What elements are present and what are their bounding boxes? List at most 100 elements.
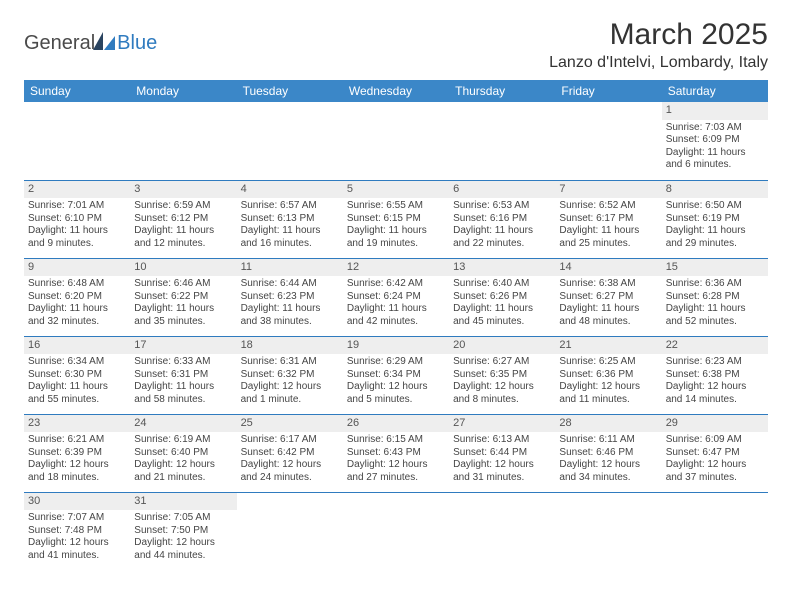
day-number: 10 bbox=[130, 259, 236, 277]
sunrise-text: Sunrise: 6:42 AM bbox=[347, 278, 445, 291]
day-number: 26 bbox=[343, 415, 449, 433]
daylight-text: Daylight: 11 hours and 52 minutes. bbox=[666, 303, 764, 328]
sunset-text: Sunset: 6:44 PM bbox=[453, 447, 551, 460]
sunrise-text: Sunrise: 6:21 AM bbox=[28, 434, 126, 447]
daylight-text: Daylight: 12 hours and 8 minutes. bbox=[453, 381, 551, 406]
sunrise-text: Sunrise: 6:36 AM bbox=[666, 278, 764, 291]
calendar-cell: 22Sunrise: 6:23 AMSunset: 6:38 PMDayligh… bbox=[662, 336, 768, 414]
daylight-text: Daylight: 12 hours and 34 minutes. bbox=[559, 459, 657, 484]
daylight-text: Daylight: 11 hours and 42 minutes. bbox=[347, 303, 445, 328]
daylight-text: Daylight: 11 hours and 48 minutes. bbox=[559, 303, 657, 328]
calendar-week-row: 2Sunrise: 7:01 AMSunset: 6:10 PMDaylight… bbox=[24, 180, 768, 258]
daylight-text: Daylight: 11 hours and 6 minutes. bbox=[666, 147, 764, 172]
calendar-cell: 29Sunrise: 6:09 AMSunset: 6:47 PMDayligh… bbox=[662, 414, 768, 492]
sunset-text: Sunset: 6:28 PM bbox=[666, 291, 764, 304]
day-number: 3 bbox=[130, 181, 236, 199]
calendar-week-row: 16Sunrise: 6:34 AMSunset: 6:30 PMDayligh… bbox=[24, 336, 768, 414]
sunrise-text: Sunrise: 6:33 AM bbox=[134, 356, 232, 369]
day-number: 2 bbox=[24, 181, 130, 199]
daylight-text: Daylight: 11 hours and 22 minutes. bbox=[453, 225, 551, 250]
day-number: 21 bbox=[555, 337, 661, 355]
day-header: Monday bbox=[130, 80, 236, 102]
calendar-table: Sunday Monday Tuesday Wednesday Thursday… bbox=[24, 80, 768, 570]
daylight-text: Daylight: 12 hours and 1 minute. bbox=[241, 381, 339, 406]
sunset-text: Sunset: 6:36 PM bbox=[559, 369, 657, 382]
sunset-text: Sunset: 6:27 PM bbox=[559, 291, 657, 304]
sunset-text: Sunset: 6:34 PM bbox=[347, 369, 445, 382]
month-title: March 2025 bbox=[549, 18, 768, 52]
daylight-text: Daylight: 12 hours and 5 minutes. bbox=[347, 381, 445, 406]
sunset-text: Sunset: 6:26 PM bbox=[453, 291, 551, 304]
sunrise-text: Sunrise: 6:25 AM bbox=[559, 356, 657, 369]
day-number bbox=[449, 102, 555, 106]
sunset-text: Sunset: 6:20 PM bbox=[28, 291, 126, 304]
day-number: 7 bbox=[555, 181, 661, 199]
calendar-cell bbox=[555, 102, 661, 180]
sunset-text: Sunset: 6:12 PM bbox=[134, 213, 232, 226]
day-header: Friday bbox=[555, 80, 661, 102]
sunset-text: Sunset: 6:40 PM bbox=[134, 447, 232, 460]
day-number: 1 bbox=[662, 102, 768, 120]
calendar-cell: 8Sunrise: 6:50 AMSunset: 6:19 PMDaylight… bbox=[662, 180, 768, 258]
calendar-cell bbox=[449, 492, 555, 570]
calendar-cell: 24Sunrise: 6:19 AMSunset: 6:40 PMDayligh… bbox=[130, 414, 236, 492]
day-number: 14 bbox=[555, 259, 661, 277]
sunset-text: Sunset: 6:35 PM bbox=[453, 369, 551, 382]
sunrise-text: Sunrise: 7:01 AM bbox=[28, 200, 126, 213]
day-number bbox=[343, 102, 449, 106]
sunrise-text: Sunrise: 6:11 AM bbox=[559, 434, 657, 447]
daylight-text: Daylight: 11 hours and 16 minutes. bbox=[241, 225, 339, 250]
daylight-text: Daylight: 12 hours and 18 minutes. bbox=[28, 459, 126, 484]
day-number bbox=[343, 493, 449, 497]
sunrise-text: Sunrise: 6:23 AM bbox=[666, 356, 764, 369]
calendar-cell bbox=[343, 102, 449, 180]
sunrise-text: Sunrise: 6:31 AM bbox=[241, 356, 339, 369]
daylight-text: Daylight: 12 hours and 14 minutes. bbox=[666, 381, 764, 406]
day-number: 24 bbox=[130, 415, 236, 433]
sunrise-text: Sunrise: 6:50 AM bbox=[666, 200, 764, 213]
sunrise-text: Sunrise: 6:52 AM bbox=[559, 200, 657, 213]
day-number: 20 bbox=[449, 337, 555, 355]
sunset-text: Sunset: 6:47 PM bbox=[666, 447, 764, 460]
day-number bbox=[662, 493, 768, 497]
day-header-row: Sunday Monday Tuesday Wednesday Thursday… bbox=[24, 80, 768, 102]
calendar-cell: 12Sunrise: 6:42 AMSunset: 6:24 PMDayligh… bbox=[343, 258, 449, 336]
sunrise-text: Sunrise: 6:59 AM bbox=[134, 200, 232, 213]
day-number: 5 bbox=[343, 181, 449, 199]
sunset-text: Sunset: 6:31 PM bbox=[134, 369, 232, 382]
calendar-cell: 15Sunrise: 6:36 AMSunset: 6:28 PMDayligh… bbox=[662, 258, 768, 336]
daylight-text: Daylight: 11 hours and 29 minutes. bbox=[666, 225, 764, 250]
calendar-cell: 25Sunrise: 6:17 AMSunset: 6:42 PMDayligh… bbox=[237, 414, 343, 492]
header: General Blue March 2025 Lanzo d'Intelvi,… bbox=[24, 18, 768, 72]
day-number bbox=[237, 493, 343, 497]
sunrise-text: Sunrise: 6:09 AM bbox=[666, 434, 764, 447]
day-number bbox=[130, 102, 236, 106]
sunrise-text: Sunrise: 6:57 AM bbox=[241, 200, 339, 213]
calendar-week-row: 23Sunrise: 6:21 AMSunset: 6:39 PMDayligh… bbox=[24, 414, 768, 492]
calendar-cell: 20Sunrise: 6:27 AMSunset: 6:35 PMDayligh… bbox=[449, 336, 555, 414]
sunrise-text: Sunrise: 6:19 AM bbox=[134, 434, 232, 447]
calendar-cell: 5Sunrise: 6:55 AMSunset: 6:15 PMDaylight… bbox=[343, 180, 449, 258]
day-header: Sunday bbox=[24, 80, 130, 102]
daylight-text: Daylight: 12 hours and 21 minutes. bbox=[134, 459, 232, 484]
day-number: 22 bbox=[662, 337, 768, 355]
calendar-cell: 27Sunrise: 6:13 AMSunset: 6:44 PMDayligh… bbox=[449, 414, 555, 492]
sunset-text: Sunset: 6:43 PM bbox=[347, 447, 445, 460]
day-number: 17 bbox=[130, 337, 236, 355]
day-number bbox=[555, 102, 661, 106]
sunset-text: Sunset: 6:38 PM bbox=[666, 369, 764, 382]
day-header: Thursday bbox=[449, 80, 555, 102]
calendar-cell: 6Sunrise: 6:53 AMSunset: 6:16 PMDaylight… bbox=[449, 180, 555, 258]
calendar-cell: 31Sunrise: 7:05 AMSunset: 7:50 PMDayligh… bbox=[130, 492, 236, 570]
sunrise-text: Sunrise: 6:48 AM bbox=[28, 278, 126, 291]
sunrise-text: Sunrise: 6:40 AM bbox=[453, 278, 551, 291]
day-number: 18 bbox=[237, 337, 343, 355]
daylight-text: Daylight: 11 hours and 12 minutes. bbox=[134, 225, 232, 250]
daylight-text: Daylight: 11 hours and 45 minutes. bbox=[453, 303, 551, 328]
day-number: 8 bbox=[662, 181, 768, 199]
daylight-text: Daylight: 11 hours and 35 minutes. bbox=[134, 303, 232, 328]
sunset-text: Sunset: 6:39 PM bbox=[28, 447, 126, 460]
calendar-cell: 30Sunrise: 7:07 AMSunset: 7:48 PMDayligh… bbox=[24, 492, 130, 570]
sunrise-text: Sunrise: 6:17 AM bbox=[241, 434, 339, 447]
calendar-cell: 23Sunrise: 6:21 AMSunset: 6:39 PMDayligh… bbox=[24, 414, 130, 492]
